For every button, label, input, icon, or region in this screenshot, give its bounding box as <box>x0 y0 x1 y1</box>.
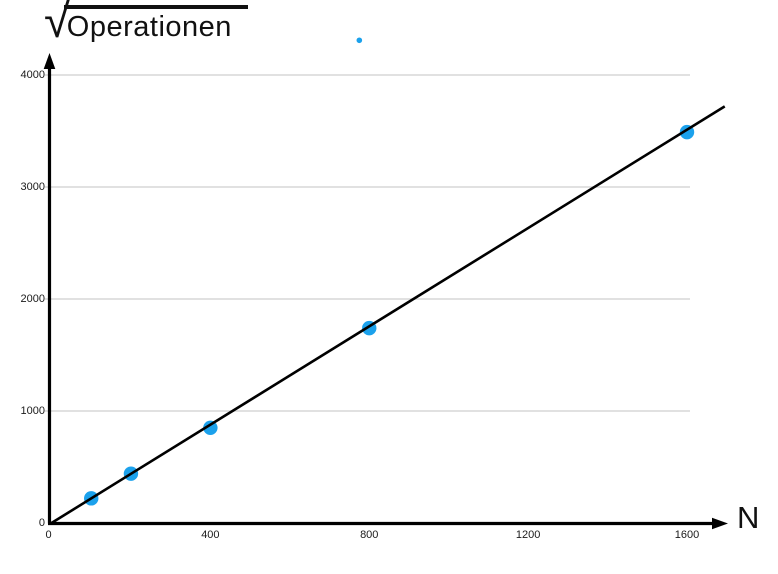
outlier-point <box>356 37 363 44</box>
gridlines <box>45 74 690 412</box>
y-axis-arrow-icon <box>43 53 56 69</box>
chart-title: √ Operationen <box>44 0 248 44</box>
y-tick-label: 0 <box>38 517 45 529</box>
y-tick-label: 4000 <box>20 69 45 81</box>
x-tick-label: 400 <box>201 529 220 541</box>
y-tick-label: 2000 <box>20 293 45 305</box>
x-tick-label: 1600 <box>674 529 700 541</box>
x-axis-label: N <box>737 500 760 535</box>
data-points <box>84 37 695 506</box>
trend-line <box>50 105 726 525</box>
axes <box>43 53 728 530</box>
x-axis-arrow-icon <box>712 517 728 530</box>
data-point <box>203 420 218 435</box>
y-tick-label: 1000 <box>20 405 45 417</box>
x-tick-label: 800 <box>360 529 379 541</box>
x-tick-label: 0 <box>45 529 52 541</box>
trend-line-group <box>50 105 726 525</box>
chart-title-text: Operationen <box>63 5 248 42</box>
x-tick-label: 1200 <box>515 529 541 541</box>
y-tick-label: 3000 <box>20 181 45 193</box>
